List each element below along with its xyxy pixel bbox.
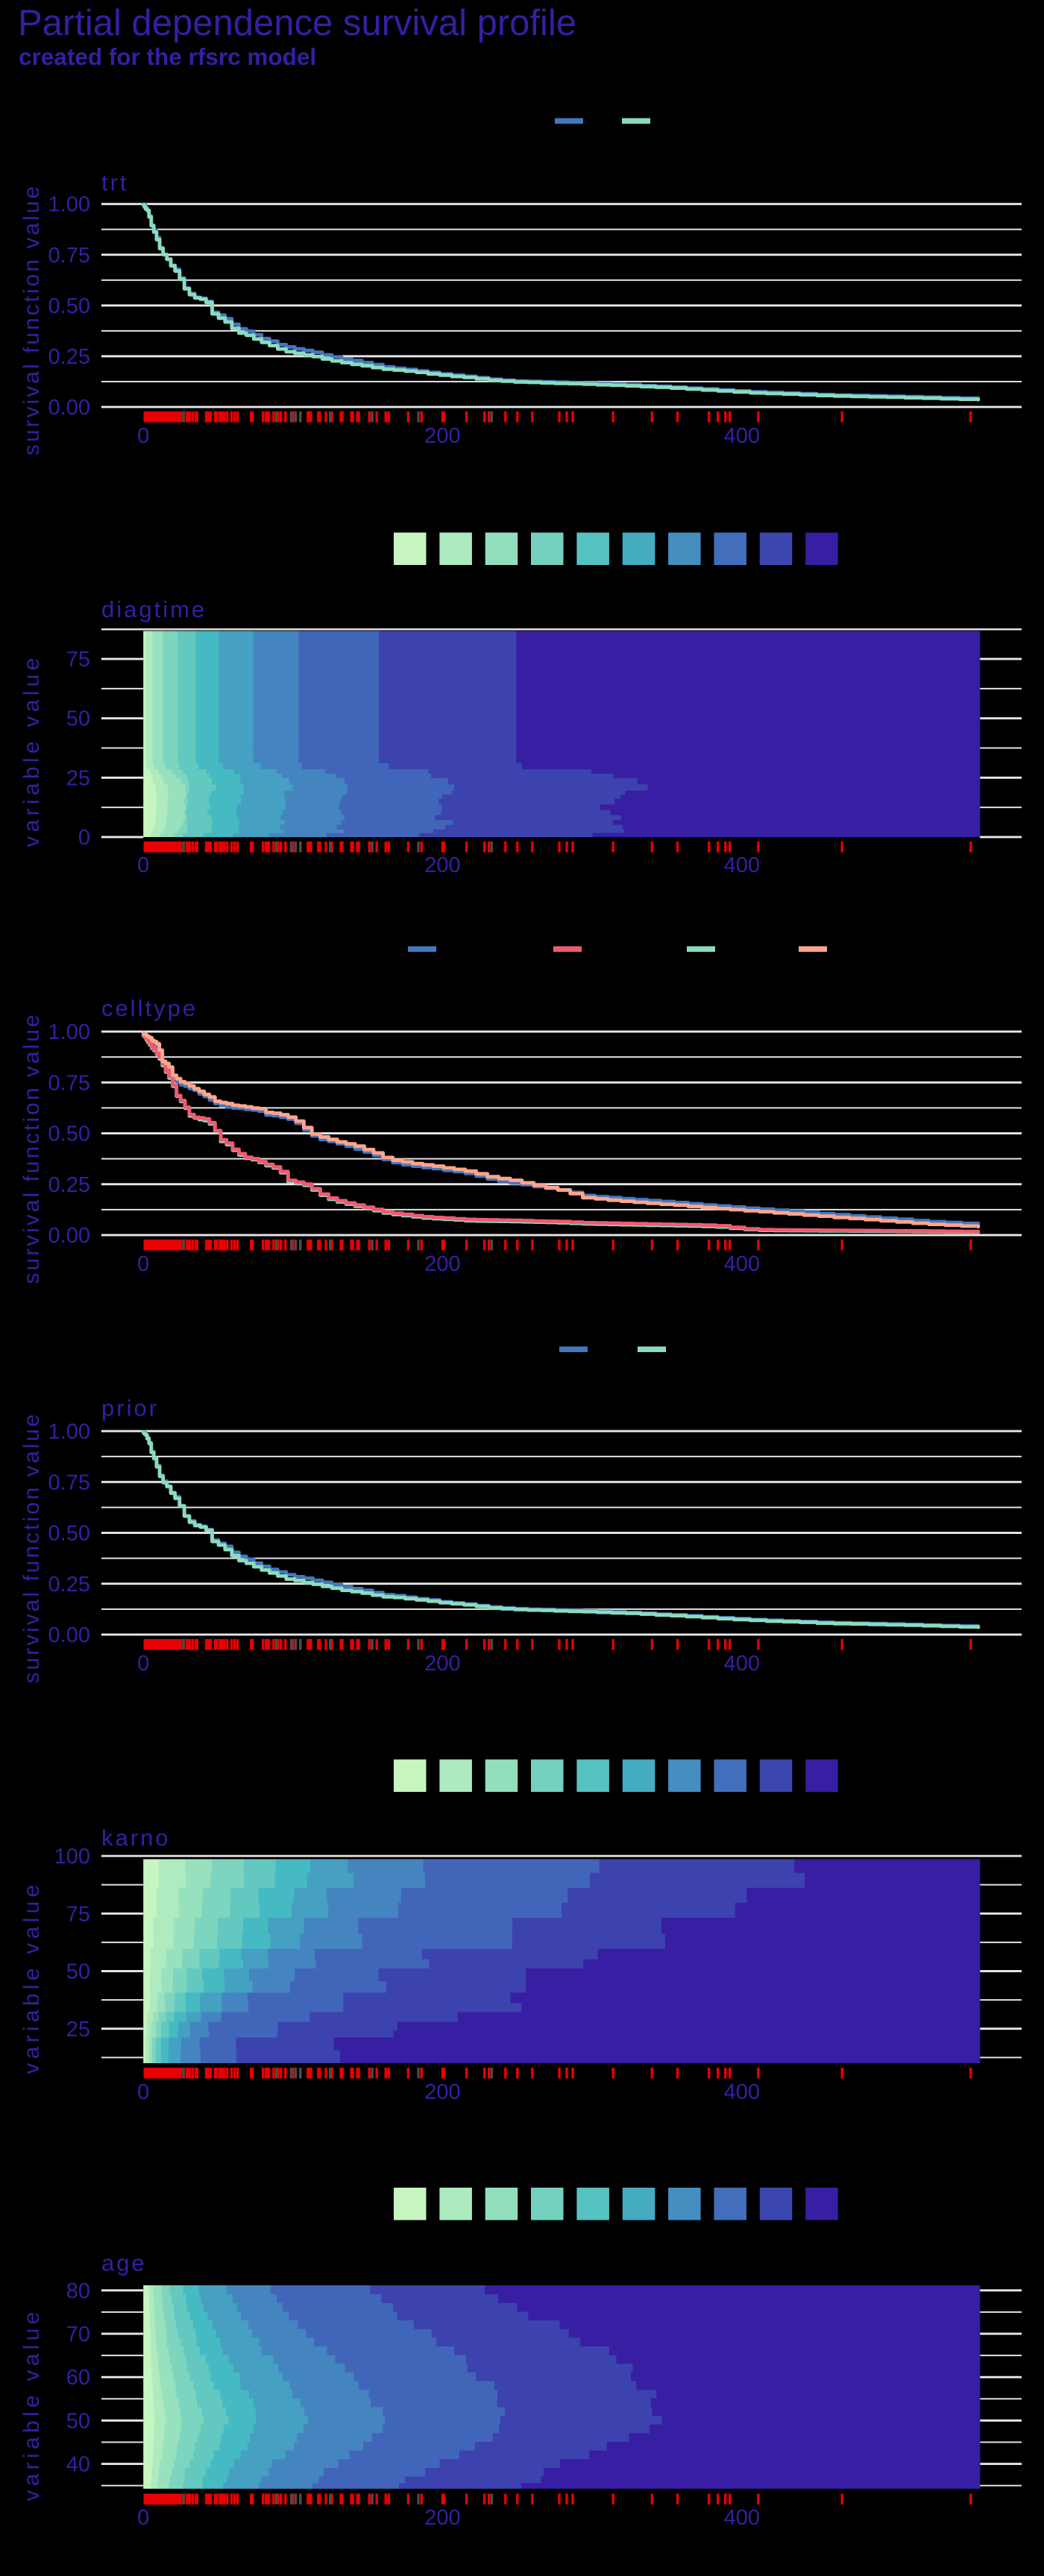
svg-text:25: 25 — [66, 766, 90, 790]
svg-text:1.00: 1.00 — [48, 1020, 90, 1044]
svg-text:0: 0 — [137, 1652, 149, 1676]
svg-text:survival function value: survival function value — [19, 1412, 44, 1683]
svg-text:0: 0 — [137, 424, 149, 448]
svg-text:variable value: variable value — [19, 654, 44, 847]
svg-text:0.75: 0.75 — [48, 1071, 90, 1095]
svg-text:prior: prior — [101, 1395, 159, 1421]
svg-text:0: 0 — [137, 2080, 149, 2104]
svg-text:70: 70 — [66, 2323, 90, 2346]
svg-text:celltype: celltype — [101, 995, 198, 1021]
svg-text:200: 200 — [424, 1652, 460, 1676]
svg-text:0.50: 0.50 — [48, 294, 90, 318]
svg-text:200: 200 — [424, 1252, 460, 1276]
svg-text:created for the rfsrc model: created for the rfsrc model — [19, 43, 316, 70]
svg-text:0.25: 0.25 — [48, 345, 90, 369]
svg-text:400: 400 — [724, 424, 760, 448]
svg-text:Partial dependence survival pr: Partial dependence survival profile — [18, 3, 576, 43]
svg-text:400: 400 — [724, 1652, 760, 1676]
svg-text:50: 50 — [66, 2409, 90, 2433]
svg-text:0.25: 0.25 — [48, 1573, 90, 1597]
svg-text:0.50: 0.50 — [48, 1522, 90, 1546]
svg-text:1.00: 1.00 — [48, 1420, 90, 1444]
svg-text:0.00: 0.00 — [48, 1224, 90, 1248]
svg-text:0.50: 0.50 — [48, 1123, 90, 1146]
svg-text:0: 0 — [137, 1252, 149, 1276]
svg-text:400: 400 — [724, 1252, 760, 1276]
svg-text:200: 200 — [424, 424, 460, 448]
svg-text:75: 75 — [66, 1902, 90, 1926]
svg-text:diagtime: diagtime — [101, 596, 207, 622]
svg-text:75: 75 — [66, 648, 90, 672]
svg-text:variable value: variable value — [19, 1881, 44, 2074]
svg-text:1.00: 1.00 — [48, 193, 90, 217]
svg-text:survival function value: survival function value — [19, 184, 44, 455]
svg-text:variable value: variable value — [19, 2308, 44, 2501]
svg-text:400: 400 — [724, 2506, 760, 2530]
svg-text:100: 100 — [54, 1845, 90, 1869]
svg-text:200: 200 — [424, 853, 460, 877]
svg-text:50: 50 — [66, 1960, 90, 1984]
svg-text:400: 400 — [724, 853, 760, 877]
svg-text:trt: trt — [101, 170, 129, 196]
svg-text:40: 40 — [66, 2453, 90, 2477]
svg-text:0: 0 — [137, 2506, 149, 2530]
svg-text:0.00: 0.00 — [48, 396, 90, 420]
svg-text:60: 60 — [66, 2366, 90, 2390]
svg-text:karno: karno — [101, 1825, 171, 1851]
svg-text:0: 0 — [78, 826, 90, 850]
svg-text:0.00: 0.00 — [48, 1623, 90, 1647]
svg-text:0.75: 0.75 — [48, 244, 90, 268]
svg-text:200: 200 — [424, 2080, 460, 2104]
svg-text:survival function value: survival function value — [19, 1012, 44, 1284]
svg-text:80: 80 — [66, 2279, 90, 2303]
svg-text:25: 25 — [66, 2018, 90, 2042]
svg-text:200: 200 — [424, 2506, 460, 2530]
svg-text:0.25: 0.25 — [48, 1173, 90, 1197]
svg-text:age: age — [101, 2250, 147, 2276]
svg-text:400: 400 — [724, 2080, 760, 2104]
svg-text:50: 50 — [66, 707, 90, 731]
svg-text:0.75: 0.75 — [48, 1471, 90, 1494]
svg-text:0: 0 — [137, 853, 149, 877]
